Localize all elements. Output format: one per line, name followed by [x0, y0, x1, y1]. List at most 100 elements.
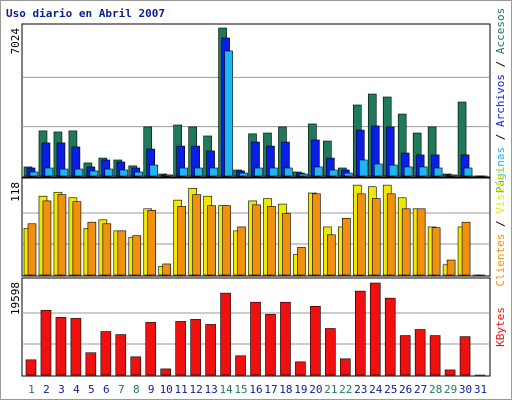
x-tick-label: 4 [73, 383, 80, 396]
bar [175, 321, 186, 376]
bar [295, 361, 306, 376]
x-tick-label: 18 [279, 383, 292, 396]
x-tick-label: 29 [444, 383, 457, 396]
bar [237, 226, 246, 276]
bar [310, 305, 321, 376]
y-tick-label: 19598 [9, 282, 22, 315]
bar [177, 206, 186, 276]
bar [461, 221, 471, 276]
bar [280, 301, 291, 376]
bar [312, 193, 321, 276]
y-tick-label: 7024 [9, 28, 22, 55]
bar [27, 223, 37, 276]
bar [399, 335, 411, 376]
bar [431, 227, 441, 276]
bar [373, 163, 383, 177]
bar [459, 336, 471, 376]
bar [358, 159, 368, 177]
bar [239, 172, 248, 177]
x-tick-label: 8 [133, 383, 140, 396]
x-tick-label: 31 [474, 383, 487, 396]
bar [327, 234, 336, 276]
x-tick-label: 21 [324, 383, 337, 396]
bar [297, 247, 306, 276]
x-tick-label: 11 [175, 383, 188, 396]
bar [340, 358, 351, 376]
x-tick-label: 23 [354, 383, 367, 396]
legend: Páginas / Archivos / Accesos [494, 8, 507, 193]
bar [429, 335, 441, 376]
bar [235, 355, 246, 376]
legend-separator: / [494, 214, 507, 234]
bar [89, 170, 99, 177]
x-tick-label: 3 [58, 383, 65, 396]
bar [132, 235, 142, 276]
bar [267, 206, 276, 276]
x-tick-label: 25 [384, 383, 397, 396]
bar [401, 208, 411, 276]
bar [119, 169, 129, 177]
x-tick-label: 28 [429, 383, 442, 396]
bar [100, 331, 112, 376]
bar [149, 164, 159, 177]
bar [40, 310, 52, 376]
bar [70, 318, 82, 376]
x-tick-label: 24 [369, 383, 383, 396]
bar [342, 217, 351, 276]
legend-entry: Páginas [494, 147, 507, 193]
bar [314, 166, 323, 177]
bar [192, 194, 201, 276]
x-tick-label: 2 [43, 383, 50, 396]
bar [87, 221, 97, 276]
y-tick-label: 118 [9, 182, 22, 202]
bar [354, 290, 366, 376]
bar [160, 368, 172, 376]
legend-separator: / [494, 127, 507, 147]
bar [55, 317, 67, 376]
x-tick-label: 19 [294, 383, 307, 396]
bar [57, 194, 67, 276]
legend-entry: Archivos [494, 74, 507, 127]
bar [190, 319, 201, 376]
bar [29, 171, 39, 177]
bar [386, 193, 396, 276]
bar [371, 198, 381, 276]
x-tick-label: 5 [88, 383, 95, 396]
bar [329, 169, 338, 177]
x-tick-label: 1 [28, 383, 35, 396]
legend: KBytes [494, 307, 507, 347]
bar [416, 208, 426, 276]
bar [446, 259, 456, 276]
bar [209, 167, 218, 177]
bar [369, 282, 381, 376]
x-tick-label: 6 [103, 383, 110, 396]
bar [282, 213, 291, 276]
x-tick-label: 15 [234, 383, 247, 396]
x-tick-label: 9 [148, 383, 155, 396]
x-tick-label: 22 [339, 383, 352, 396]
bar [265, 314, 276, 376]
bar [25, 359, 37, 376]
x-tick-label: 16 [249, 383, 262, 396]
x-tick-label: 30 [459, 383, 472, 396]
bar [74, 168, 84, 177]
x-tick-label: 20 [309, 383, 322, 396]
bar [356, 193, 366, 276]
legend-entry: Accesos [494, 8, 507, 54]
bar [162, 263, 172, 276]
bar [254, 167, 263, 177]
bar [325, 328, 336, 376]
x-tick-label: 17 [264, 383, 277, 396]
bar [44, 167, 54, 177]
bar [414, 329, 426, 376]
bar [72, 201, 82, 276]
x-tick-label: 14 [219, 383, 233, 396]
bar [252, 204, 261, 276]
bar [388, 164, 398, 177]
bar [102, 223, 112, 276]
bar [42, 200, 52, 276]
legend-entry: Visitas [494, 167, 507, 213]
legend: Clientes / Visitas [494, 167, 507, 286]
bar [284, 167, 293, 177]
